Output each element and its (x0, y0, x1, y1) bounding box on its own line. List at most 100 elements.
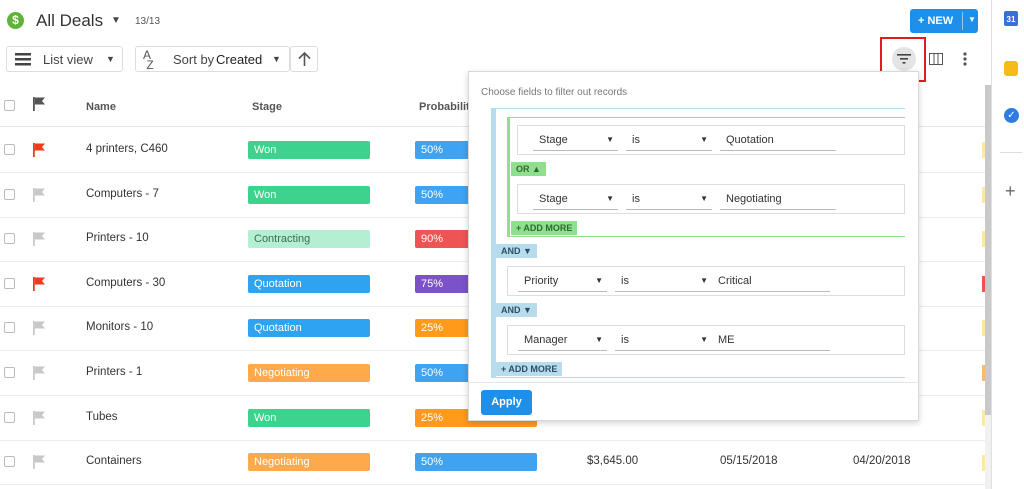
row-checkbox[interactable] (4, 367, 15, 378)
group-border (507, 236, 905, 237)
stage-badge: Won (248, 408, 370, 427)
or-group-bracket (507, 117, 510, 237)
field-select[interactable]: Stage ▼ (533, 129, 618, 151)
group-border (491, 377, 905, 378)
filter-button[interactable] (892, 47, 916, 71)
row-checkbox[interactable] (4, 277, 15, 289)
stage-badge: Quotation (248, 319, 370, 338)
row-marker (982, 142, 985, 158)
amount: $3,645.00 (587, 455, 639, 468)
deal-name[interactable]: Monitors - 10 (86, 321, 154, 334)
condition-row: Manager ▼ is ▼ ME (507, 325, 905, 355)
group-border (507, 117, 905, 118)
value-input[interactable]: ME (712, 329, 830, 351)
sort-selector[interactable]: A Z Sort by Created ▼ (135, 46, 290, 72)
flag-icon[interactable] (33, 187, 46, 202)
add-more-button[interactable]: + ADD MORE (511, 221, 578, 235)
and-toggle[interactable]: AND ▼ (496, 303, 537, 317)
deal-name[interactable]: Computers - 30 (86, 276, 166, 289)
group-border (491, 108, 905, 109)
value-input[interactable]: Negotiating (720, 188, 836, 210)
flag-icon (33, 97, 45, 111)
deal-name[interactable]: Tubes (86, 410, 118, 423)
sort-prefix: Sort by (173, 52, 215, 67)
deal-name[interactable]: Containers (86, 455, 142, 468)
operator-select[interactable]: is ▼ (626, 129, 712, 151)
filter-panel: Choose fields to filter out records Stag… (468, 71, 919, 421)
group-bracket (491, 108, 496, 378)
app-logo-icon: $ (7, 12, 24, 29)
deal-name[interactable]: 4 printers, C460 (86, 143, 168, 155)
column-header-name[interactable]: Name (86, 101, 116, 113)
columns-icon[interactable] (929, 53, 943, 65)
stage-badge: Negotiating (248, 453, 370, 472)
chevron-down-icon: ▼ (106, 54, 115, 64)
operator-select[interactable]: is ▼ (626, 188, 712, 210)
column-header-probability[interactable]: Probability (419, 101, 476, 113)
keep-icon[interactable] (1004, 61, 1018, 76)
filter-panel-title: Choose fields to filter out records (481, 87, 628, 98)
operator-select[interactable]: is ▼ (615, 270, 712, 292)
flag-icon[interactable] (33, 321, 46, 336)
row-marker (982, 231, 985, 247)
filter-icon (897, 54, 911, 64)
add-more-button[interactable]: + ADD MORE (496, 362, 563, 376)
and-toggle[interactable]: AND ▼ (496, 244, 537, 258)
close-date: 05/15/2018 (720, 455, 778, 468)
add-icon[interactable]: + (1005, 181, 1016, 201)
row-checkbox[interactable] (4, 144, 15, 155)
flag-icon[interactable] (33, 232, 46, 247)
or-toggle[interactable]: OR ▲ (511, 162, 546, 176)
condition-row: Stage ▼ is ▼ Quotation (517, 125, 905, 155)
stage-badge: Won (248, 141, 370, 159)
deal-name[interactable]: Computers - 7 (86, 187, 159, 200)
divider (469, 382, 918, 383)
calendar-icon[interactable]: 31 (1004, 11, 1018, 26)
row-checkbox[interactable] (4, 188, 15, 200)
apply-button[interactable]: Apply (481, 390, 532, 415)
list-view-icon (15, 53, 31, 66)
field-select[interactable]: Stage ▼ (533, 188, 618, 210)
select-all-checkbox[interactable] (4, 100, 15, 111)
page-title[interactable]: All Deals (36, 11, 104, 30)
flag-icon[interactable] (33, 410, 46, 425)
new-button-label: + NEW (918, 15, 954, 27)
field-select[interactable]: Priority ▼ (518, 270, 607, 292)
probability-bar: 50% (415, 453, 537, 472)
sort-direction-button[interactable] (290, 46, 318, 72)
flag-icon[interactable] (33, 276, 46, 291)
new-button[interactable]: + NEW ▼ (910, 9, 978, 33)
arrow-up-icon (298, 52, 311, 66)
row-marker (982, 365, 985, 381)
button-divider (962, 12, 963, 30)
scrollbar-thumb[interactable] (985, 85, 991, 415)
flag-icon[interactable] (33, 143, 46, 157)
created-date: 04/20/2018 (853, 455, 911, 468)
row-divider (0, 484, 985, 486)
stage-badge: Quotation (248, 274, 370, 293)
value-input[interactable]: Quotation (720, 129, 836, 151)
chevron-down-icon[interactable]: ▼ (968, 15, 976, 24)
chevron-down-icon[interactable]: ▼ (111, 15, 121, 26)
row-checkbox[interactable] (4, 233, 15, 245)
more-vertical-icon[interactable] (963, 52, 967, 66)
value-input[interactable]: Critical (712, 270, 830, 292)
view-selector[interactable]: List view ▼ (6, 46, 123, 72)
sort-value: Created (216, 52, 263, 67)
row-checkbox[interactable] (4, 322, 15, 334)
flag-icon[interactable] (33, 366, 46, 380)
stage-badge: Negotiating (248, 364, 370, 382)
column-header-stage[interactable]: Stage (252, 101, 282, 113)
calendar-label: 31 (1006, 15, 1016, 24)
row-marker (982, 187, 985, 203)
row-checkbox[interactable] (4, 411, 15, 423)
operator-select[interactable]: is ▼ (615, 329, 712, 351)
deal-name[interactable]: Printers - 1 (86, 366, 143, 378)
field-select[interactable]: Manager ▼ (518, 329, 607, 351)
deal-name[interactable]: Printers - 10 (86, 232, 149, 245)
flag-icon[interactable] (33, 455, 46, 470)
row-marker (982, 455, 985, 471)
divider (1000, 152, 1022, 153)
row-checkbox[interactable] (4, 456, 15, 468)
tasks-icon[interactable]: ✓ (1004, 108, 1019, 123)
